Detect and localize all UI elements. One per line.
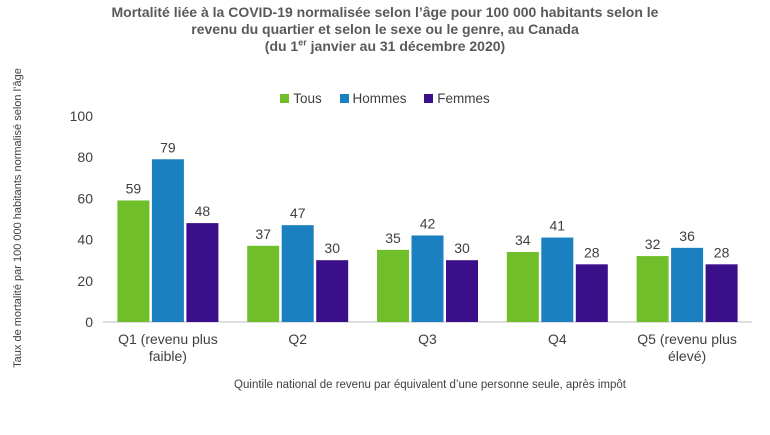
- legend-swatch-hommes: [339, 94, 349, 103]
- y-tick-label: 100: [70, 108, 94, 124]
- bar-femmes-4: [575, 264, 608, 322]
- x-tick-label: Q5 (revenu plus: [637, 331, 737, 347]
- x-tick-label: Q2: [288, 331, 307, 347]
- data-label: 48: [195, 203, 211, 219]
- title-line-3: (du 1er janvier au 31 décembre 2020): [264, 37, 506, 54]
- bar-femmes-3: [446, 260, 478, 322]
- data-label: 41: [550, 218, 566, 234]
- bar-hommes-4: [541, 237, 574, 322]
- y-tick-label: 40: [77, 232, 93, 248]
- x-tick-label: Q4: [548, 331, 567, 347]
- bar-hommes-3: [411, 235, 444, 322]
- legend: Tous Hommes Femmes: [0, 91, 770, 106]
- data-label: 35: [385, 230, 401, 246]
- legend-swatch-tous: [280, 94, 290, 103]
- bar-hommes-2: [281, 225, 314, 322]
- data-label: 34: [515, 232, 531, 248]
- bar-tous-4: [506, 251, 539, 322]
- data-label: 30: [454, 240, 470, 256]
- data-label: 30: [324, 240, 340, 256]
- bar-hommes-5: [671, 247, 704, 322]
- legend-swatch-femmes: [424, 94, 434, 103]
- x-tick-label: élevé): [668, 348, 706, 364]
- title-line-1: Mortalité liée à la COVID-19 normalisée …: [111, 4, 659, 20]
- data-label: 79: [160, 139, 176, 155]
- bar-hommes-1: [151, 159, 184, 322]
- data-label: 28: [584, 244, 600, 260]
- y-tick-label: 60: [77, 190, 93, 206]
- x-tick-label: Q1 (revenu plus: [118, 331, 218, 347]
- x-tick-label: faible): [149, 348, 187, 364]
- y-axis-title: Taux de mortalité par 100 000 habitants …: [12, 68, 24, 368]
- y-tick-label: 80: [77, 149, 93, 165]
- data-label: 47: [290, 205, 306, 221]
- legend-item-tous: Tous: [280, 91, 322, 106]
- data-label: 42: [420, 215, 436, 231]
- bar-tous-1: [117, 200, 150, 322]
- y-tick-label: 20: [77, 273, 93, 289]
- chart-title: Mortalité liée à la COVID-19 normalisée …: [0, 4, 770, 55]
- data-label: 36: [679, 228, 695, 244]
- bar-tous-3: [377, 249, 409, 322]
- x-tick-label: Q3: [418, 331, 437, 347]
- x-axis-title: Quintile national de revenu par équivale…: [234, 379, 627, 391]
- bar-tous-2: [247, 245, 280, 322]
- data-label: 32: [645, 236, 661, 252]
- legend-item-femmes: Femmes: [424, 91, 490, 106]
- data-label: 28: [714, 244, 730, 260]
- bar-tous-5: [636, 256, 669, 322]
- bar-femmes-5: [705, 264, 738, 322]
- legend-item-hommes: Hommes: [339, 91, 407, 106]
- bar-femmes-2: [316, 260, 349, 322]
- bar-femmes-1: [186, 223, 219, 322]
- y-tick-label: 0: [85, 314, 93, 330]
- data-label: 37: [255, 226, 271, 242]
- data-label: 59: [126, 180, 142, 196]
- title-line-2: revenu du quartier et selon le sexe ou l…: [191, 21, 579, 37]
